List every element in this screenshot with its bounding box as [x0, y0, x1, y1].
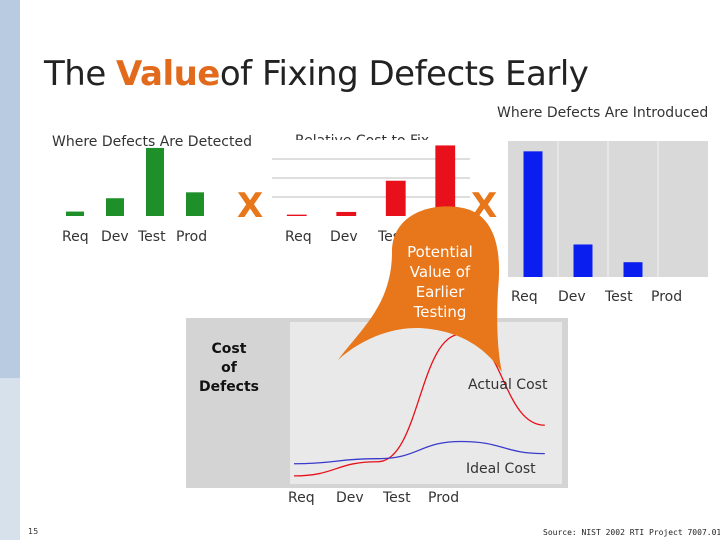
- tick-label-req: Req: [511, 289, 538, 305]
- title-suffix: of Fixing Defects Early: [219, 54, 589, 94]
- bar-dev: [573, 244, 593, 277]
- series-line-1: [293, 440, 545, 465]
- bubble-text: Potential Value of Earlier Testing: [395, 242, 485, 322]
- cost-of-defects-line-2: of: [221, 360, 237, 376]
- bar-req: [286, 214, 307, 216]
- bar-req: [66, 211, 84, 216]
- tick-label-test: Test: [383, 490, 411, 506]
- tick-label-dev: Dev: [330, 229, 358, 245]
- tick-label-test: Test: [605, 289, 633, 305]
- introduced-bar-chart: [508, 141, 708, 277]
- bubble-line-4: Testing: [413, 303, 467, 321]
- bar-dev: [336, 211, 357, 216]
- bar-dev: [106, 198, 124, 216]
- potential-value-bubble: [338, 206, 502, 372]
- bar-prod: [435, 145, 456, 216]
- bar-req: [523, 151, 543, 277]
- detected-label: Where Defects Are Detected: [52, 134, 252, 150]
- ideal-cost-label: Ideal Cost: [466, 461, 536, 477]
- bar-prod: [186, 192, 204, 216]
- bubble-line-1: Potential: [407, 243, 473, 261]
- tick-label-dev: Dev: [336, 490, 364, 506]
- tick-label-req: Req: [288, 490, 315, 506]
- slide-title: The Valueof Fixing Defects Early: [44, 54, 589, 94]
- actual-cost-label: Actual Cost: [468, 377, 548, 393]
- cost-chart-plot-area: [290, 322, 562, 484]
- series-line-0: [293, 333, 545, 477]
- bar-test: [385, 180, 406, 216]
- tick-label-prod: Prod: [176, 229, 208, 245]
- left-decor-band: [0, 0, 20, 540]
- title-area: [22, 0, 720, 104]
- source-note: Source: NIST 2002 RTI Project 7007.011: [543, 528, 720, 537]
- tick-label-req: Req: [285, 229, 312, 245]
- tick-label-prod: Prod: [651, 289, 683, 305]
- tick-label-dev: Dev: [558, 289, 586, 305]
- tick-label-req: Req: [62, 229, 89, 245]
- cost-of-defects-label: Cost of Defects: [194, 340, 264, 397]
- multiply-mark-1: X: [237, 186, 264, 226]
- title-prefix: The: [44, 54, 117, 94]
- cost-of-defects-line-1: Cost: [211, 341, 247, 357]
- bubble-line-2: Value of: [409, 263, 471, 281]
- tick-label-prod: Prod: [428, 490, 460, 506]
- title-accent: Value: [116, 54, 220, 94]
- slide-number: 15: [28, 527, 39, 536]
- tick-label-test: Test: [138, 229, 166, 245]
- introduced-label: Where Defects Are Introduced: [497, 105, 709, 121]
- tick-label-dev: Dev: [101, 229, 129, 245]
- multiply-mark-2: X: [471, 186, 498, 226]
- bar-test: [146, 147, 164, 216]
- detected-bar-chart: [66, 147, 204, 216]
- relative-cost-bar-chart: [272, 140, 470, 216]
- cost-of-defects-line-3: Defects: [198, 379, 260, 395]
- cost-line-chart: [293, 333, 545, 477]
- bar-test: [623, 262, 643, 277]
- bubble-line-3: Earlier: [415, 283, 465, 301]
